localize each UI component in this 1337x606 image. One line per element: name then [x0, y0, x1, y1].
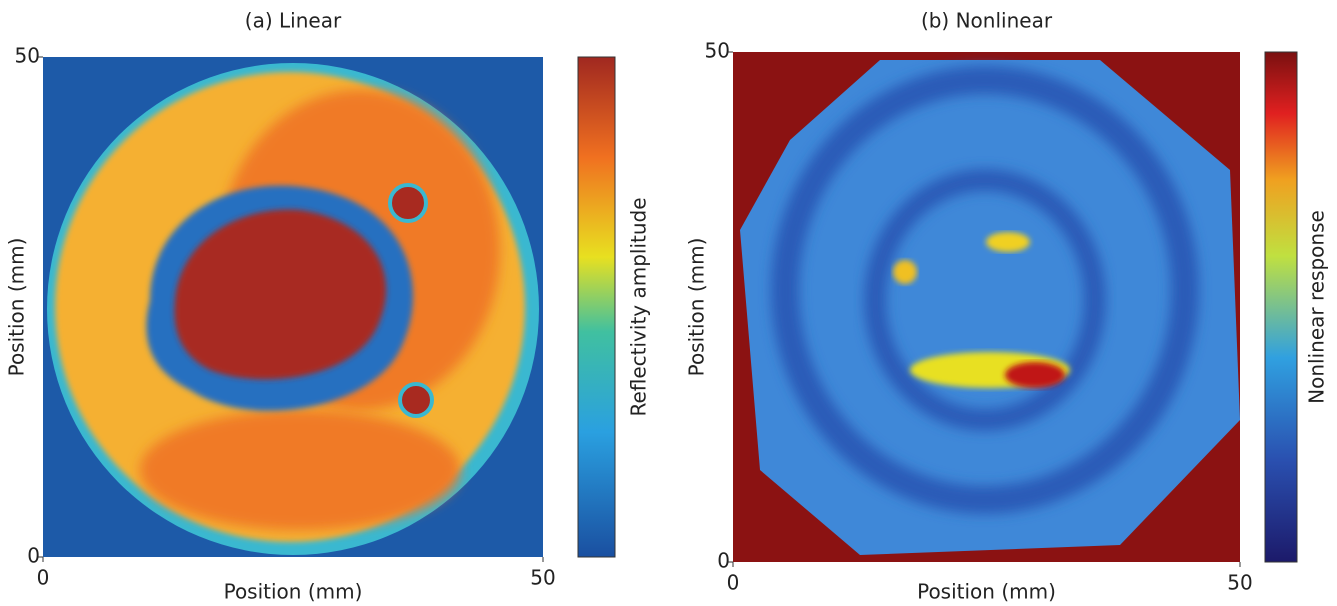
colorbar [578, 57, 615, 557]
chart-title: (a) Linear [245, 9, 342, 33]
y-tick-label: 0 [27, 544, 40, 568]
x-tick-label: 0 [37, 566, 50, 590]
x-tick-label: 50 [1227, 571, 1252, 595]
x-axis-label: Position (mm) [917, 580, 1056, 604]
colorbar-label: Reflectivity amplitude [627, 197, 651, 416]
y-tick-label: 50 [705, 39, 730, 63]
y-tick-label: 0 [717, 549, 730, 573]
y-axis-label: Position (mm) [5, 238, 29, 377]
x-axis-label: Position (mm) [224, 580, 363, 604]
chart-title: (b) Nonlinear [921, 9, 1053, 33]
figure: (a) Linear Position (mm) Position (mm) Refl… [0, 0, 1337, 606]
heatmap-image [43, 57, 543, 557]
x-tick-label: 0 [727, 571, 740, 595]
heatmap-image [733, 52, 1240, 562]
colorbar-label: Nonlinear response [1305, 210, 1329, 404]
x-tick-label: 50 [530, 566, 555, 590]
y-axis-label: Position (mm) [685, 238, 709, 377]
colorbar [1265, 52, 1297, 562]
y-tick-label: 50 [15, 44, 40, 68]
